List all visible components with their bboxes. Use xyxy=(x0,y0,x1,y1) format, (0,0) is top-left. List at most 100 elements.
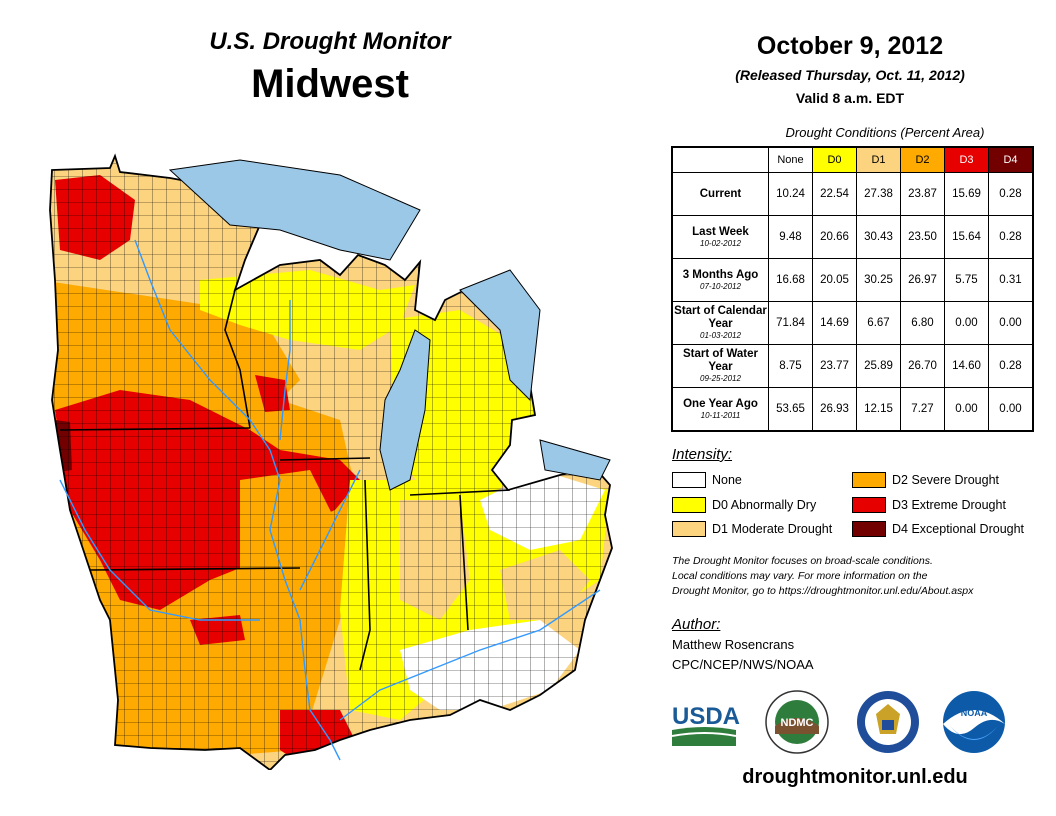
noaa-logo: NOAA xyxy=(943,691,1005,753)
table-cell: 0.28 xyxy=(988,215,1034,259)
table-row: 3 Months Ago 07-10-2012 16.68 20.05 30.25… xyxy=(671,258,1034,302)
region-title: Midwest xyxy=(251,62,409,106)
legend-item-d1: D1 Moderate Drought xyxy=(672,521,832,537)
wisconsin-river xyxy=(279,300,291,441)
legend-swatch xyxy=(672,497,706,513)
drought-map xyxy=(49,155,613,770)
table-cell: 12.15 xyxy=(856,387,901,432)
lake-erie xyxy=(539,439,611,481)
table-cell: 30.25 xyxy=(856,258,901,302)
column-header: D2 xyxy=(900,146,945,173)
table-cell: 9.48 xyxy=(768,215,813,259)
table-cell: 23.87 xyxy=(900,172,945,216)
legend-item-d2: D2 Severe Drought xyxy=(852,472,999,488)
table-cell: 0.00 xyxy=(944,301,989,345)
table-row: Start of Calendar Year 01-03-2012 71.84 1… xyxy=(671,301,1034,345)
table-cell: 26.97 xyxy=(900,258,945,302)
lakes xyxy=(168,159,611,491)
lake-michigan xyxy=(379,329,431,491)
row-label-text: 3 Months Ago xyxy=(682,268,759,281)
valid-time: Valid 8 a.m. EDT xyxy=(795,90,905,106)
row-label-text: Current xyxy=(699,187,742,200)
row-label-text: Start of Water Year xyxy=(683,348,758,373)
noaa-logo-text: NOAA xyxy=(961,708,988,718)
row-date: 09-25-2012 xyxy=(700,374,741,383)
table-cell: 6.67 xyxy=(856,301,901,345)
table-header-row: None D0 D1 D2 D3 D4 xyxy=(672,146,1034,173)
table-cell: 22.54 xyxy=(812,172,857,216)
illinois-river xyxy=(299,469,361,591)
lake-superior xyxy=(168,159,421,261)
table-cell: 0.00 xyxy=(944,387,989,432)
table-cell: 0.00 xyxy=(988,387,1034,432)
header-blank-cell xyxy=(672,147,769,173)
border-in-oh xyxy=(459,494,469,631)
legend-title: Intensity: xyxy=(672,446,733,463)
table-cell: 16.68 xyxy=(768,258,813,302)
table-cell: 14.69 xyxy=(812,301,857,345)
disclaimer-note: The Drought Monitor focuses on broad-sca… xyxy=(672,554,1052,599)
map-date: October 9, 2012 xyxy=(756,32,944,60)
author-heading: Author: xyxy=(672,616,721,633)
table-cell: 26.70 xyxy=(900,344,945,388)
legend-label: None xyxy=(712,473,742,487)
table-row: Last Week 10-02-2012 9.48 20.66 30.43 23.… xyxy=(671,215,1034,259)
legend-label: D4 Exceptional Drought xyxy=(892,522,1025,536)
table-cell: 20.66 xyxy=(812,215,857,259)
state-borders xyxy=(59,289,511,671)
table-cell: 6.80 xyxy=(900,301,945,345)
legend-swatch xyxy=(852,521,886,537)
table-cell: 10.24 xyxy=(768,172,813,216)
row-label: One Year Ago 10-11-2011 xyxy=(671,387,769,432)
border-mi-oh xyxy=(409,489,511,496)
column-header: D3 xyxy=(944,146,989,173)
row-date: 01-03-2012 xyxy=(700,331,741,340)
ohio-river xyxy=(339,589,601,721)
table-cell: 0.00 xyxy=(988,301,1034,345)
legend-item-none: None xyxy=(672,472,742,488)
row-date: 10-11-2011 xyxy=(700,410,741,420)
legend-label: D0 Abnormally Dry xyxy=(712,498,817,512)
legend-label: D3 Extreme Drought xyxy=(892,498,1006,512)
author-name: Matthew Rosencrans xyxy=(672,637,795,652)
row-label-text: Start of Calendar Year xyxy=(674,305,767,330)
author-org: CPC/NCEP/NWS/NOAA xyxy=(672,657,814,672)
column-header: None xyxy=(768,146,813,173)
table-cell: 14.60 xyxy=(944,344,989,388)
legend-swatch xyxy=(852,497,886,513)
legend-swatch xyxy=(672,521,706,537)
row-label-text: Last Week xyxy=(692,225,749,238)
legend-swatch xyxy=(852,472,886,488)
table-cell: 26.93 xyxy=(812,387,857,432)
row-label-text: One Year Ago xyxy=(683,397,758,410)
table-cell: 7.27 xyxy=(900,387,945,432)
commerce-seal xyxy=(857,691,919,753)
rivers xyxy=(59,239,601,761)
missouri-river xyxy=(59,479,260,621)
ndmc-logo-text: NDMC xyxy=(781,717,814,729)
row-label: Start of Calendar Year 01-03-2012 xyxy=(671,301,769,345)
ndmc-logo: NDMC xyxy=(765,690,829,754)
legend-label: D2 Severe Drought xyxy=(892,473,1000,487)
row-date: 10-02-2012 xyxy=(700,238,741,248)
table-cell: 27.38 xyxy=(856,172,901,216)
table-row: One Year Ago 10-11-2011 53.65 26.93 12.15… xyxy=(671,387,1034,432)
column-header: D0 xyxy=(812,146,857,173)
table-cell: 23.77 xyxy=(812,344,857,388)
table-cell: 71.84 xyxy=(768,301,813,345)
legend-item-d4: D4 Exceptional Drought xyxy=(852,521,1024,537)
usda-logo: USDA xyxy=(671,703,740,746)
border-il-in xyxy=(359,479,371,671)
border-mn-wi xyxy=(224,289,251,429)
table-cell: 0.31 xyxy=(988,258,1034,302)
table-cell: 0.28 xyxy=(988,172,1034,216)
drought-conditions-table: None D0 D1 D2 D3 D4 Current 10.24 22.54 … xyxy=(671,146,1034,432)
usda-logo-text: USDA xyxy=(672,703,740,730)
legend-item-d0: D0 Abnormally Dry xyxy=(672,497,816,513)
column-header: D4 xyxy=(988,146,1034,173)
row-label: 3 Months Ago 07-10-2012 xyxy=(671,258,769,302)
legend-label: D1 Moderate Drought xyxy=(712,522,833,536)
legend-item-d3: D3 Extreme Drought xyxy=(852,497,1006,513)
partner-logos: USDA NDMC NOAA xyxy=(671,690,1005,754)
release-date: (Released Thursday, Oct. 11, 2012) xyxy=(735,67,965,83)
